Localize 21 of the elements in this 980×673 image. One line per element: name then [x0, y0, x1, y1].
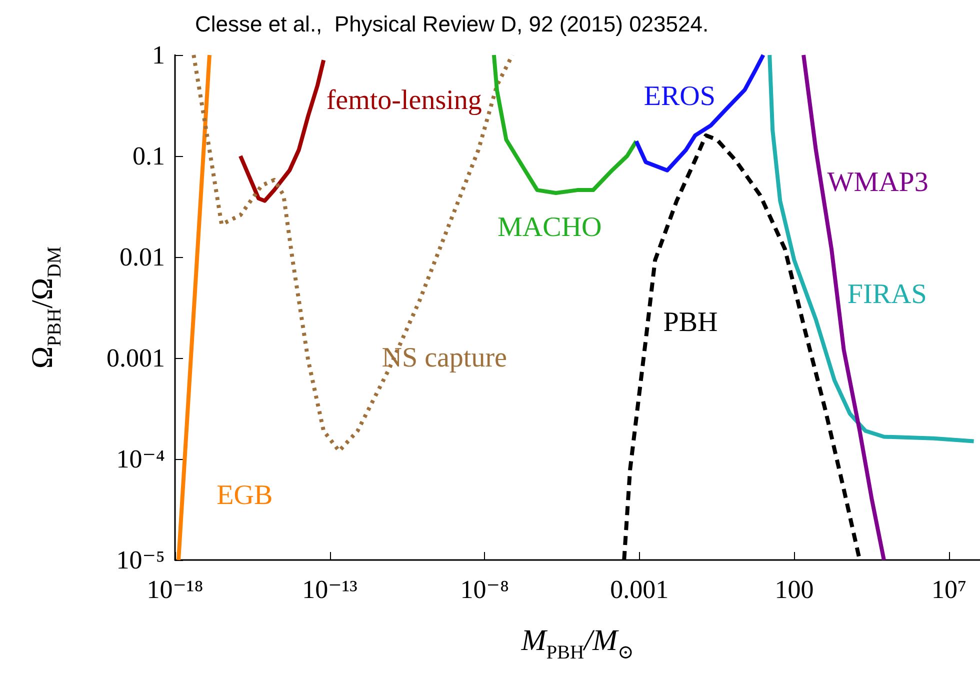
y-axis-title: ΩPBH/ΩDM: [26, 246, 66, 369]
series-label: PBH: [663, 307, 718, 338]
series-label: EGB: [216, 480, 273, 511]
chart-title: Clesse et al., Physical Review D, 92 (2015) 023524.: [195, 12, 709, 36]
x-tick-label: 10⁻¹³: [302, 575, 358, 604]
x-tick-label: 10⁻¹⁸: [146, 575, 204, 604]
x-tick-label: 10⁻⁸: [460, 575, 510, 604]
series-label: MACHO: [498, 212, 602, 244]
series-label: femto-lensing: [326, 84, 482, 116]
x-tick-label: 10⁷: [932, 575, 967, 604]
y-tick-label: 1: [152, 40, 165, 70]
y-tick-label: 0.001: [106, 344, 165, 372]
series-label: FIRAS: [847, 278, 927, 310]
series-label: EROS: [644, 80, 716, 112]
y-tick-label: 10⁻⁴: [116, 444, 165, 474]
y-tick-label: 0.01: [120, 242, 165, 272]
x-tick-label: 0.001: [610, 575, 669, 604]
series-label: WMAP3: [827, 166, 928, 198]
y-tick-label: 10⁻⁵: [116, 546, 165, 574]
x-tick-label: 100: [774, 575, 814, 604]
y-tick-label: 0.1: [132, 142, 165, 170]
